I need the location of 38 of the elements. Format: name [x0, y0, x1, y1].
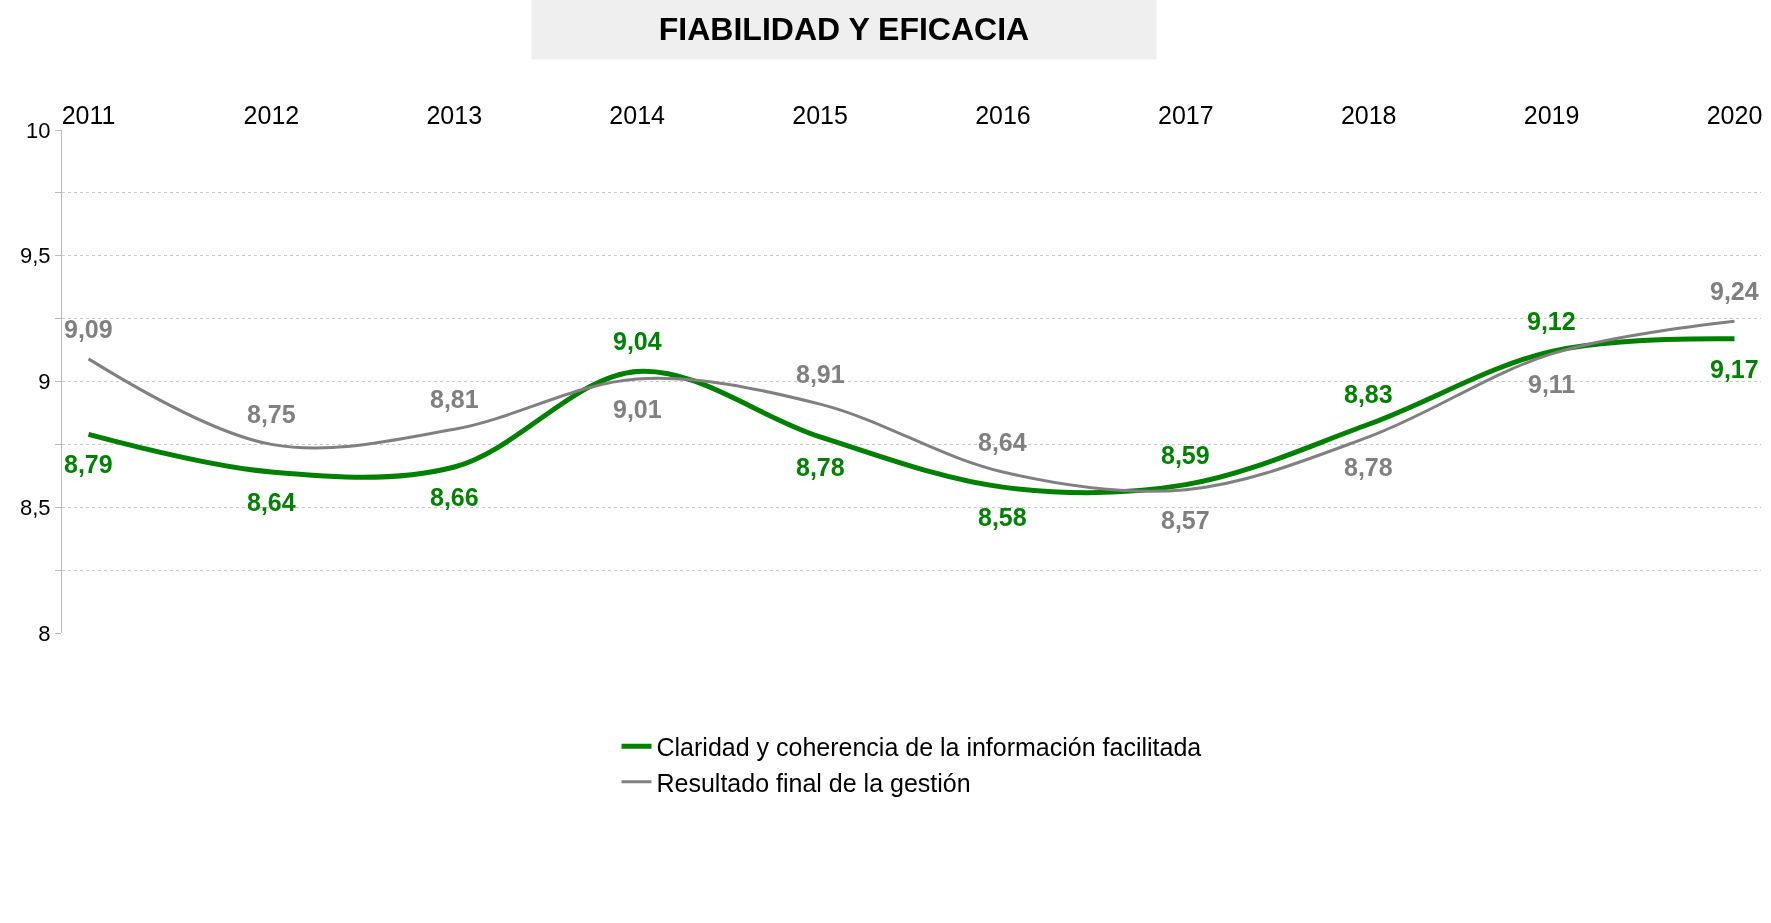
data-label: 9,01: [613, 395, 662, 423]
data-label: 8,58: [978, 503, 1027, 531]
x-tick-label: 2011: [61, 101, 116, 129]
x-tick-label: 2019: [1523, 101, 1580, 129]
x-tick-label: 2020: [1706, 101, 1763, 129]
data-label: 8,66: [430, 483, 479, 511]
data-label: 8,81: [430, 385, 479, 413]
data-label: 9,17: [1710, 355, 1759, 383]
data-label: 8,91: [796, 360, 845, 388]
data-label: 8,78: [796, 453, 845, 481]
data-label: 9,11: [1528, 370, 1576, 398]
data-label: 8,59: [1161, 441, 1210, 469]
y-tick-label: 9,5: [20, 243, 51, 269]
x-tick-label: 2018: [1340, 101, 1397, 129]
x-tick-label: 2016: [975, 101, 1031, 129]
x-tick-label: 2014: [609, 101, 666, 129]
y-tick-label: 10: [26, 117, 51, 143]
legend-label: Resultado final de la gestión: [656, 768, 971, 797]
chart-title: FIABILIDAD Y EFICACIA: [658, 11, 1030, 47]
data-label: 9,04: [613, 327, 662, 355]
data-label: 8,64: [247, 488, 296, 516]
x-tick-label: 2015: [792, 101, 848, 129]
data-label: 8,83: [1344, 380, 1393, 408]
data-label: 9,09: [64, 315, 113, 343]
data-label: 8,64: [978, 428, 1027, 456]
data-label: 8,57: [1161, 506, 1210, 534]
data-label: 8,79: [64, 450, 113, 478]
legend-label: Claridad y coherencia de la información facilitada: [656, 733, 1202, 762]
x-tick-label: 2013: [426, 101, 483, 129]
data-label: 8,78: [1344, 453, 1393, 481]
x-tick-label: 2017: [1158, 101, 1214, 129]
x-tick-label: 2012: [243, 101, 300, 129]
data-label: 8,75: [247, 400, 296, 428]
data-label: 9,24: [1710, 277, 1759, 305]
y-tick-label: 8: [38, 620, 51, 646]
data-label: 9,12: [1527, 307, 1576, 335]
y-tick-label: 9: [38, 369, 51, 395]
y-tick-label: 8,5: [20, 494, 51, 520]
